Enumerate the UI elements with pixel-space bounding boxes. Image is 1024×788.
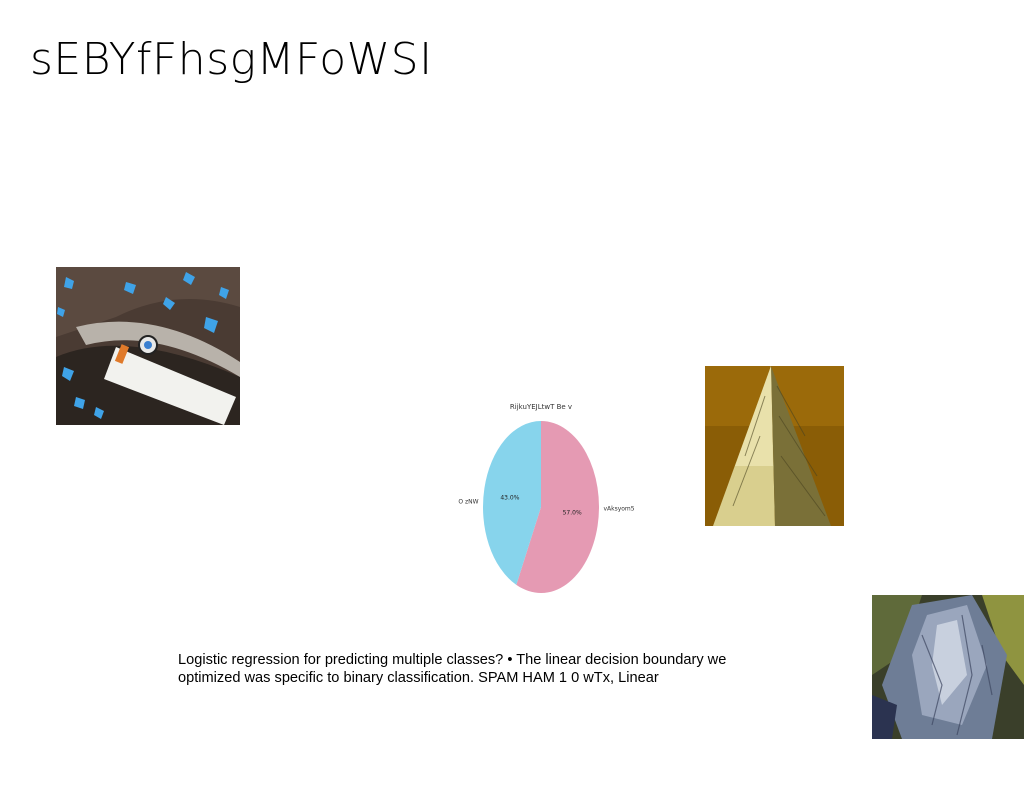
pie-slice-1 xyxy=(483,421,541,585)
pie-value-label-0: 57.0% xyxy=(563,510,582,517)
pie-category-label-0: vAksyom5 xyxy=(603,505,634,512)
rock-cliff-photo xyxy=(872,595,1024,739)
car-license-plate-photo xyxy=(56,267,240,425)
pie-slice-0 xyxy=(516,421,599,593)
pie-category-label-1: O zNW xyxy=(458,499,478,506)
slide-title: sEBYfFhsgMFoWSI xyxy=(30,34,433,85)
body-text: Logistic regression for predicting multi… xyxy=(178,652,727,686)
pie-value-label-1: 43.0% xyxy=(500,494,519,501)
chart-title: RijkuYEJLtwT Be v xyxy=(510,403,572,411)
golden-tower-photo xyxy=(705,366,844,526)
pie-chart: RijkuYEJLtwT Be v 57.0% vAksyom5 43.0% O zN… xyxy=(440,395,650,600)
